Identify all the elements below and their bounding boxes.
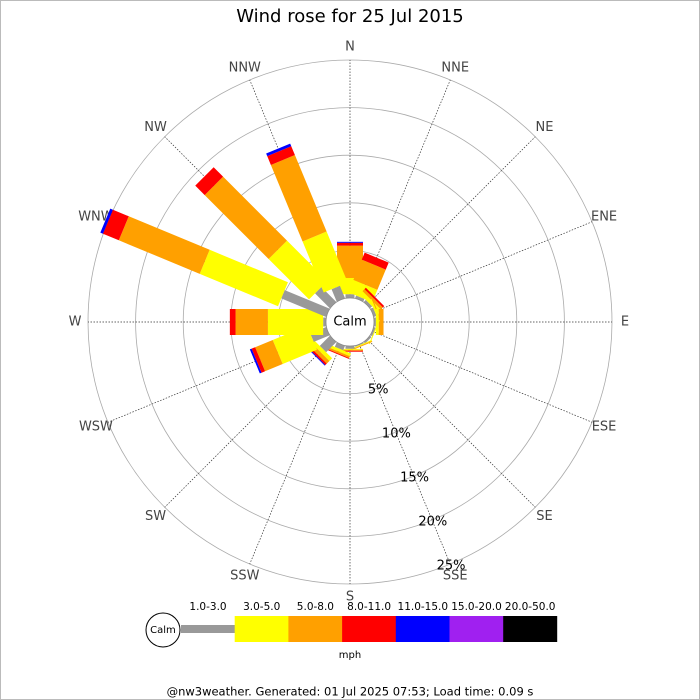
direction-label: SE <box>536 509 552 524</box>
bar-segment <box>255 339 283 372</box>
ring-label: 20% <box>418 514 447 529</box>
direction-label: N <box>345 40 355 55</box>
direction-label: NE <box>535 120 553 135</box>
bar-segment <box>337 349 363 351</box>
legend-swatch <box>503 616 558 642</box>
bar-segment <box>337 348 363 350</box>
bar-segment <box>195 167 224 196</box>
bar-segment <box>315 287 337 309</box>
direction-label: E <box>621 315 629 330</box>
bar-segment <box>324 347 350 359</box>
direction-label: ESE <box>592 420 617 435</box>
bar-segment <box>270 155 327 242</box>
bar-segment <box>302 231 348 293</box>
direction-label: NNW <box>229 60 261 75</box>
direction-label: WNW <box>78 209 114 224</box>
bar-segment <box>370 307 377 317</box>
ring <box>182 154 518 490</box>
spoke <box>366 338 536 508</box>
spoke <box>372 330 593 423</box>
spoke <box>164 338 334 508</box>
legend-calm-label: Calm <box>150 625 176 636</box>
bar-segment <box>325 343 352 357</box>
chart-title: Wind rose for 25 Jul 2015 <box>236 6 464 27</box>
bar-segment <box>345 346 355 349</box>
bar-segment <box>355 342 364 347</box>
bar-segment <box>373 317 376 327</box>
bar-segment <box>337 242 363 246</box>
bar-segment <box>319 335 337 353</box>
bar-segment <box>249 348 262 374</box>
bar-segment <box>311 339 333 361</box>
legend-label: 11.0-15.0 <box>398 601 449 613</box>
bar-segment <box>229 309 236 335</box>
direction-label: W <box>69 315 82 330</box>
ring-label: 25% <box>437 558 466 573</box>
bar-segment <box>100 208 113 234</box>
bar-segment <box>102 209 129 241</box>
legend-swatch <box>395 616 450 642</box>
bar-segment <box>361 252 389 270</box>
bar-segment <box>251 347 266 373</box>
legend-swatch <box>449 616 504 642</box>
legend-label: 20.0-50.0 <box>505 601 556 613</box>
legend-swatch <box>288 616 343 642</box>
bar-segment <box>353 259 386 290</box>
direction-label: NNE <box>441 60 469 75</box>
direction-label: NW <box>144 120 167 135</box>
direction-label: SSW <box>230 569 260 584</box>
bar-segment <box>267 146 295 165</box>
bar-segment <box>204 176 288 260</box>
direction-label: WSW <box>79 420 113 435</box>
legend-label: 5.0-8.0 <box>297 601 334 613</box>
bar-segment <box>378 309 384 335</box>
calm-circle <box>325 297 375 347</box>
direction-label: SSE <box>443 569 468 584</box>
bar-segment <box>281 290 330 317</box>
ring-label: 15% <box>400 470 429 485</box>
bar-segment <box>268 240 328 300</box>
legend-label: 15.0-20.0 <box>451 601 502 613</box>
bar-segment <box>363 335 372 344</box>
ring-label: 10% <box>382 426 411 441</box>
bar-segment <box>267 309 324 335</box>
legend-calm <box>145 612 181 648</box>
bar-segment <box>325 346 350 358</box>
spoke <box>366 136 536 306</box>
bar-segment <box>334 342 345 351</box>
bar-segment <box>199 249 288 307</box>
legend-label: 1.0-3.0 <box>189 601 226 613</box>
legend-swatch <box>181 625 235 633</box>
spoke <box>249 344 342 565</box>
bar-segment <box>375 309 379 335</box>
direction-label: ENE <box>591 209 617 224</box>
footer: @nw3weather. Generated: 01 Jul 2025 07:5… <box>167 685 534 699</box>
legend-swatch <box>342 616 397 642</box>
direction-label: SW <box>145 509 166 524</box>
bar-segment <box>345 294 355 298</box>
legend-label: 3.0-5.0 <box>243 601 280 613</box>
bar-segment <box>363 299 373 309</box>
bar-segment <box>337 350 363 352</box>
bar-segment <box>370 327 376 337</box>
bar-segment <box>364 287 385 308</box>
spoke <box>358 344 451 565</box>
spoke <box>372 221 593 314</box>
legend-unit: mph <box>339 650 361 661</box>
bar-segment <box>118 216 210 274</box>
bar-segment <box>323 317 327 327</box>
calm-label: Calm <box>333 315 366 330</box>
bar-segment <box>355 295 365 302</box>
ring-label: 5% <box>368 382 389 397</box>
bar-segment <box>272 325 317 364</box>
bar-segment <box>235 309 268 335</box>
bar-segment <box>368 319 380 345</box>
legend-swatch <box>234 616 289 642</box>
direction-label: S <box>346 590 354 605</box>
bar-segment <box>266 143 292 157</box>
legend-label: 8.0-11.0 <box>347 601 391 613</box>
bar-segment <box>331 285 345 302</box>
bar-segment <box>337 241 363 243</box>
